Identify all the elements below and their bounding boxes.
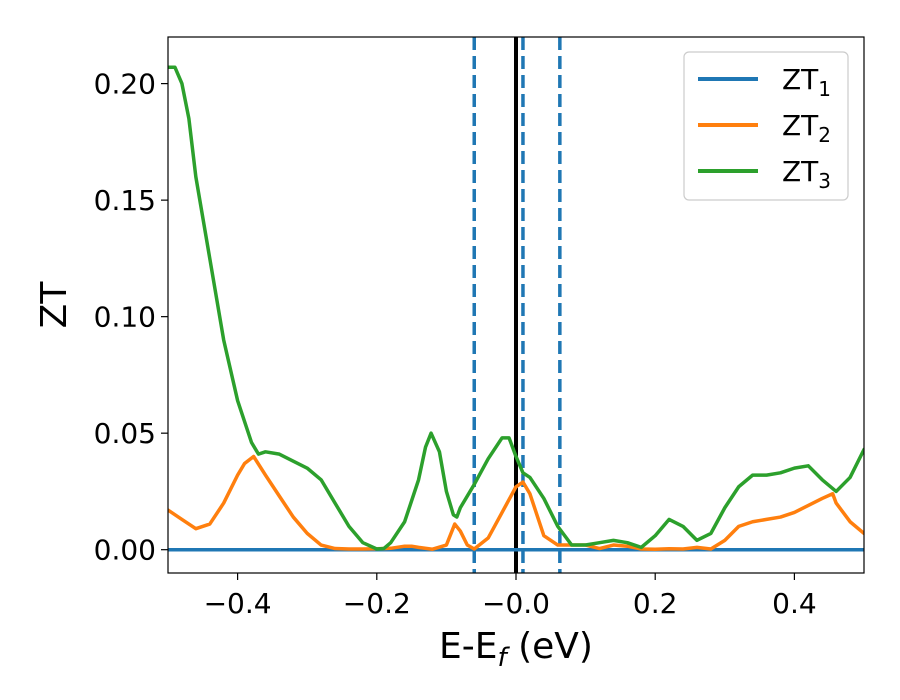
y-axis: 0.00 0.05 0.10 0.15 0.20 [94,68,168,567]
y-tick-label: 0.15 [94,184,156,217]
legend-label-2: ZT2 [782,109,831,147]
y-tick-label: 0.20 [94,68,156,101]
x-tick-label: 0.2 [633,587,678,620]
y-tick-label: 0.05 [94,417,156,450]
series-line-3 [168,65,864,551]
legend-label-1: ZT1 [782,63,831,101]
y-axis-title: ZT [34,281,75,329]
legend-box [683,51,849,201]
x-tick-label: −0.2 [343,587,411,620]
y-tick-label: 0.10 [94,301,156,334]
x-tick-label: −0.0 [482,587,550,620]
legend-label-3: ZT3 [782,155,831,193]
legend: ZT1 ZT2 ZT3 [683,51,849,201]
x-tick-label: −0.4 [204,587,272,620]
x-axis-title: E-Ef (eV) [439,626,593,673]
x-axis: −0.4 −0.2 −0.0 0.2 0.4 [204,573,817,620]
x-tick-label: 0.4 [772,587,817,620]
x-axis-title-unit: (eV) [507,626,593,667]
series-line-2 [168,454,864,551]
series-layer [168,65,864,552]
y-tick-label: 0.00 [94,534,156,567]
